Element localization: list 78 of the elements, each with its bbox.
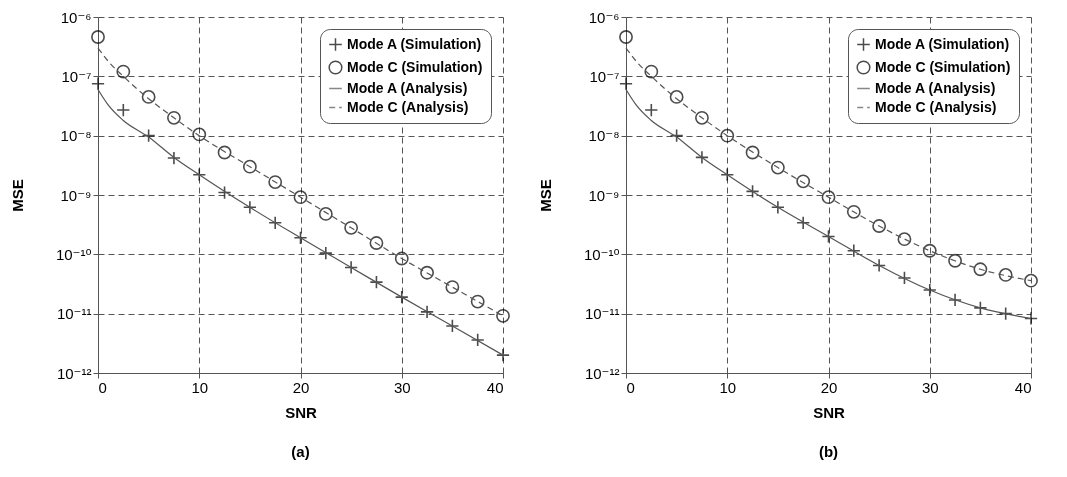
point	[217, 185, 232, 200]
point	[973, 262, 988, 277]
x-tick-label: 20	[820, 378, 838, 396]
point	[872, 219, 887, 233]
point	[242, 159, 257, 174]
point	[116, 64, 131, 79]
point	[644, 64, 659, 79]
x-axis-title: SNR	[285, 403, 317, 421]
point	[470, 294, 485, 309]
x-tick-label: 10	[191, 378, 209, 396]
point	[1024, 273, 1038, 288]
point	[293, 190, 308, 205]
point	[745, 145, 760, 160]
point	[846, 204, 861, 219]
point	[394, 251, 409, 266]
point	[141, 90, 156, 104]
y-tick-label: 10⁻⁷	[589, 67, 620, 85]
y-tick-label: 10⁻¹²	[56, 364, 92, 382]
text: (b)	[818, 443, 839, 460]
y-tick-label: 10⁻¹¹	[584, 305, 620, 323]
point	[720, 128, 735, 143]
y-tick-label: 10⁻⁸	[60, 127, 92, 145]
legend-label: Mode C (Analysis)	[347, 98, 469, 115]
point	[217, 145, 232, 160]
legend-label: Mode C (Simulation)	[875, 58, 1011, 75]
x-tick-label: 30	[921, 378, 939, 396]
point	[821, 190, 836, 205]
x-tick-label: 30	[393, 378, 411, 396]
point	[318, 207, 333, 221]
point	[821, 229, 836, 244]
y-tick-label: 10⁻¹⁰	[583, 245, 620, 263]
y-tick-label: 10⁻¹⁰	[55, 245, 92, 263]
point	[669, 128, 684, 143]
point	[141, 128, 156, 143]
x-tick-label: 0	[98, 378, 107, 396]
point	[922, 243, 937, 258]
point	[496, 308, 510, 323]
point	[745, 184, 760, 199]
legend-label: Mode A (Analysis)	[875, 79, 996, 96]
y-tick-label: 10⁻¹¹	[56, 305, 92, 323]
point	[268, 175, 283, 190]
legend-label: Mode A (Analysis)	[347, 79, 468, 96]
point	[167, 110, 181, 125]
x-tick-label: 20	[292, 378, 310, 396]
point	[369, 236, 384, 250]
point	[695, 110, 709, 125]
legend-label: Mode C (Simulation)	[347, 58, 483, 75]
x-axis-title: SNR	[813, 403, 845, 421]
point	[948, 253, 962, 268]
y-tick-label: 10⁻¹²	[584, 364, 620, 382]
legend-label: Mode C (Analysis)	[875, 98, 997, 115]
point	[344, 220, 359, 235]
y-tick-label: 10⁻⁸	[588, 127, 620, 145]
legend-label: Mode A (Simulation)	[347, 35, 482, 52]
x-tick-label: 40	[486, 378, 504, 396]
text: (a)	[291, 443, 310, 460]
point	[445, 280, 460, 295]
point	[998, 306, 1013, 321]
y-axis-title: MSE	[8, 179, 26, 212]
point	[91, 30, 105, 44]
legend-label: Mode A (Simulation)	[875, 35, 1010, 52]
point	[192, 127, 207, 142]
point	[998, 268, 1013, 282]
point	[420, 265, 434, 280]
y-tick-label: 10⁻⁹	[588, 186, 620, 204]
x-tick-label: 40	[1014, 378, 1032, 396]
point	[619, 30, 633, 44]
point	[796, 174, 811, 189]
y-tick-label: 10⁻⁷	[61, 67, 92, 85]
y-axis-title: MSE	[536, 179, 554, 212]
point	[897, 232, 912, 247]
x-tick-label: 0	[626, 378, 635, 396]
y-tick-label: 10⁻⁶	[60, 8, 92, 26]
y-tick-label: 10⁻⁶	[588, 8, 620, 26]
x-tick-label: 10	[719, 378, 737, 396]
point	[669, 90, 684, 104]
point	[770, 160, 785, 175]
y-tick-label: 10⁻⁹	[60, 186, 92, 204]
